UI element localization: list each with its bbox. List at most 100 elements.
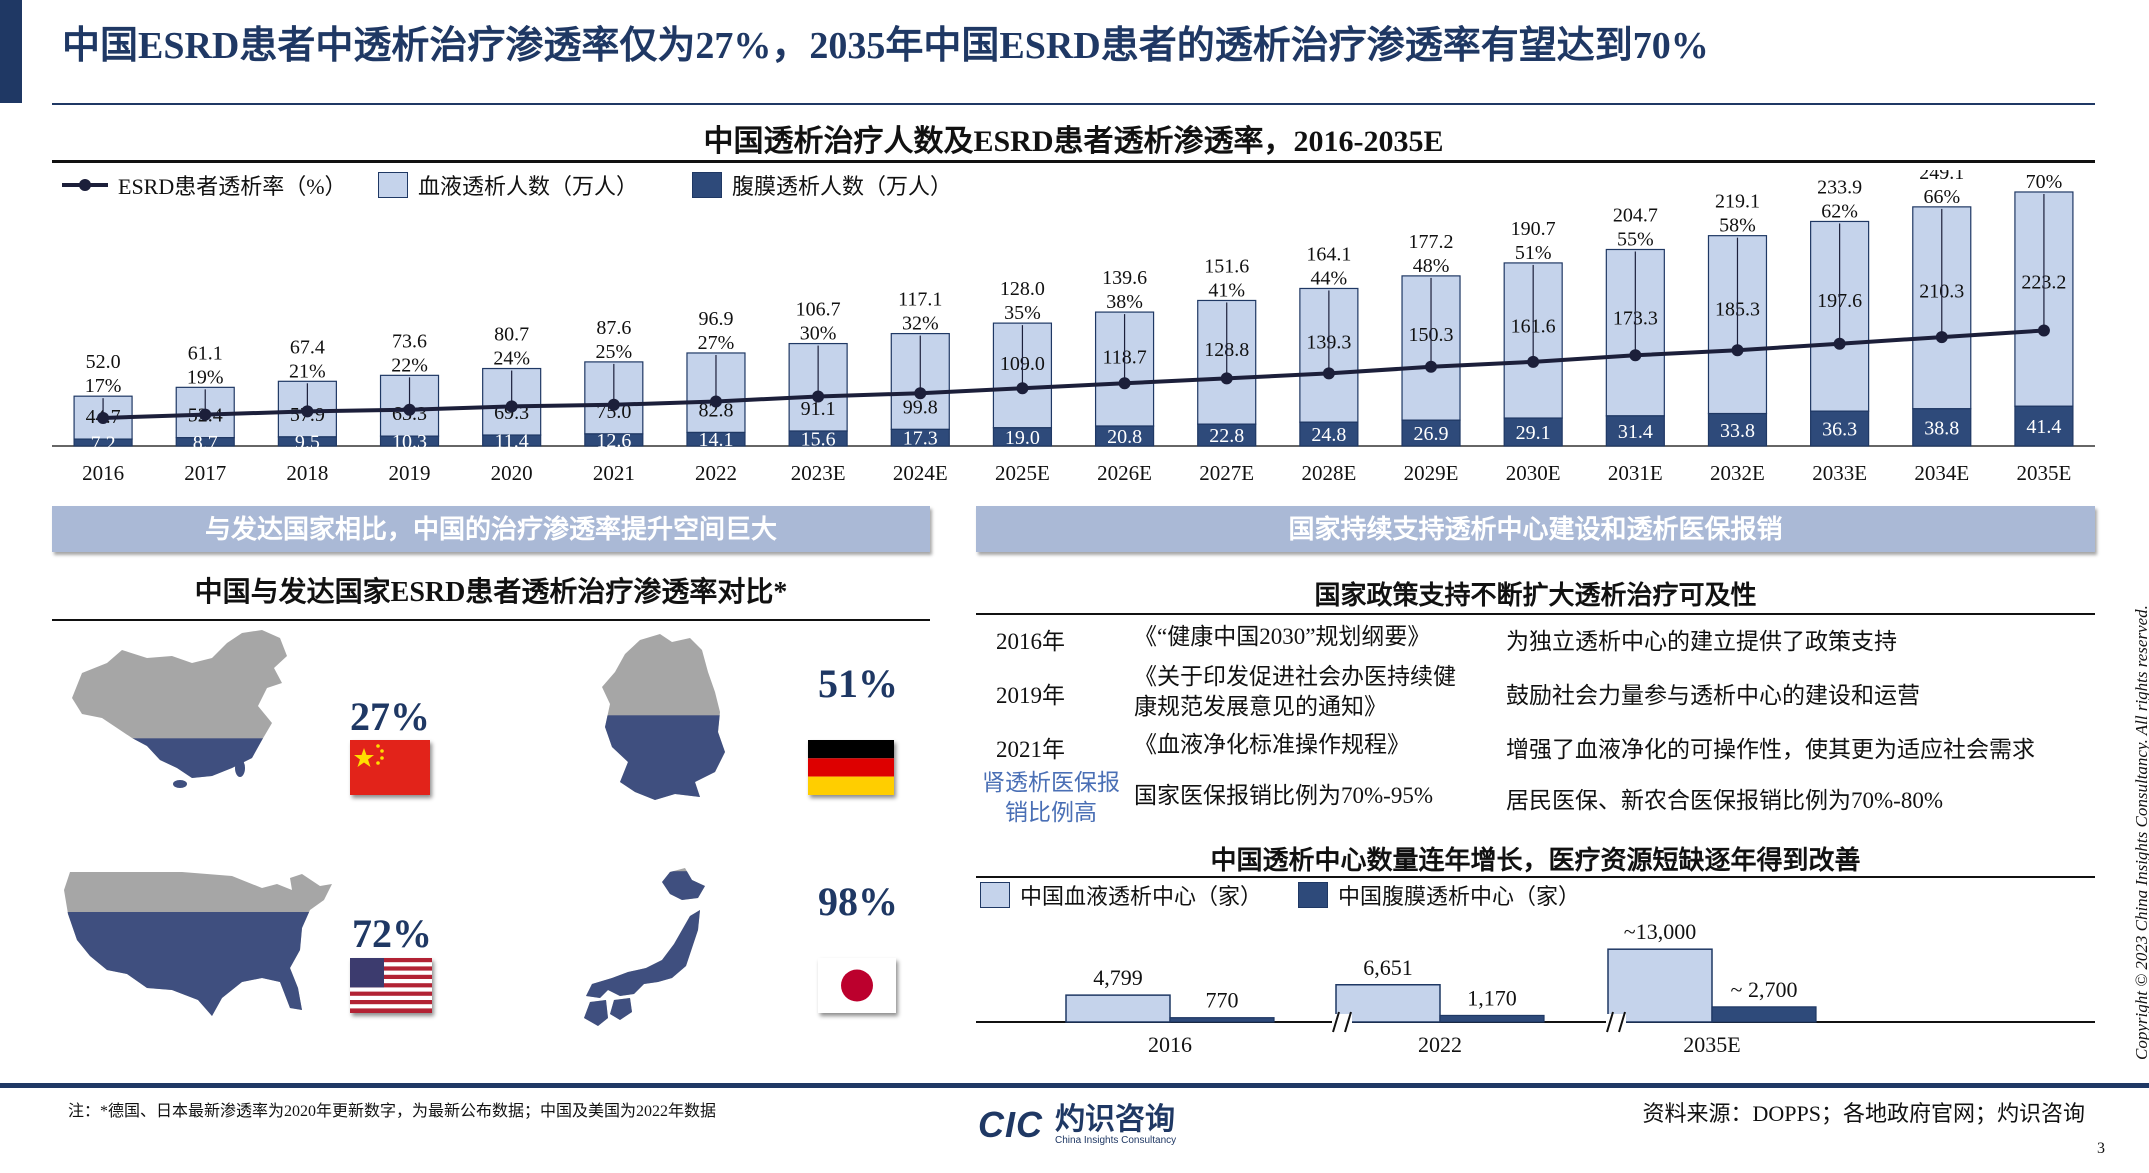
peri-bar bbox=[1707, 412, 1768, 447]
axis-break-icon bbox=[1606, 1011, 1626, 1033]
peri-value-label: 19.0 bbox=[1005, 427, 1040, 449]
centers-divider bbox=[976, 876, 2095, 878]
rate-point bbox=[812, 390, 825, 403]
rate-point bbox=[1935, 331, 1948, 344]
total-value-label: 73.6 bbox=[392, 330, 427, 352]
peri-center-label: 770 bbox=[1206, 988, 1239, 1013]
rate-value-label: 51% bbox=[1515, 242, 1552, 264]
axis-break-slash bbox=[1344, 1011, 1352, 1033]
rate-point bbox=[1629, 349, 1642, 362]
total-value-label: 151.6 bbox=[1204, 255, 1249, 277]
total-value-label: 139.6 bbox=[1102, 267, 1147, 289]
peri-bar bbox=[379, 435, 440, 447]
rate-value-label: 17% bbox=[85, 375, 122, 397]
rate-value-label: 58% bbox=[1719, 215, 1756, 237]
total-value-label: 204.7 bbox=[1613, 204, 1658, 226]
rate-point bbox=[914, 387, 927, 400]
peri-value-label: 38.8 bbox=[1924, 417, 1959, 439]
chart-title: 中国透析治疗人数及ESRD患者透析渗透率，2016-2035E bbox=[703, 125, 1444, 158]
rate-point bbox=[505, 400, 518, 413]
axis-break-icon bbox=[1332, 1011, 1352, 1033]
company-logo: CIC 灼识咨询 China Insights Consultancy bbox=[978, 1104, 1176, 1146]
peri-bar bbox=[686, 431, 746, 447]
china-map-icon bbox=[72, 630, 287, 788]
rate-point bbox=[403, 403, 416, 416]
x-tick-label: 2035E bbox=[2017, 461, 2072, 485]
x-tick-label: 2025E bbox=[995, 461, 1050, 485]
peri-value-label: 8.7 bbox=[193, 432, 218, 454]
x-tick-label: 2023E bbox=[791, 461, 846, 485]
page-title: 中国ESRD患者中透析治疗渗透率仅为27%，2035年中国ESRD患者的透析治疗… bbox=[62, 25, 1709, 67]
policy-row: 2021年 《血液净化标准操作规程》 增强了血液净化的可操作性，使其更为适应社会… bbox=[976, 730, 2095, 762]
x-tick-label: 2016 bbox=[82, 461, 124, 485]
total-value-label: 80.7 bbox=[494, 324, 529, 346]
policy-divider bbox=[976, 613, 2095, 615]
peri-value-label: 31.4 bbox=[1618, 421, 1653, 443]
rate-value-label: 55% bbox=[1617, 228, 1654, 250]
policy-description: 鼓励社会力量参与透析中心的建设和运营 bbox=[1506, 683, 1920, 708]
axis-break-slash bbox=[1606, 1011, 1614, 1033]
legend-label-rate: ESRD患者透析率（%） bbox=[118, 174, 347, 199]
rate-point bbox=[2037, 324, 2050, 337]
rate-point bbox=[709, 395, 722, 408]
peri-bar bbox=[1503, 417, 1563, 447]
peri-bar bbox=[482, 434, 542, 447]
peri-value-label: 33.8 bbox=[1720, 420, 1755, 442]
total-value-label: 233.9 bbox=[1817, 176, 1862, 198]
japan-percentage: 98% bbox=[818, 879, 898, 924]
peri-center-label: ~ 2,700 bbox=[1731, 977, 1798, 1002]
usa-rate-fill bbox=[64, 912, 332, 1016]
total-value-label: 106.7 bbox=[796, 299, 841, 321]
peri-value-label: 14.1 bbox=[698, 429, 733, 451]
total-value-label: 128.0 bbox=[1000, 278, 1045, 300]
peri-value-label: 10.3 bbox=[392, 431, 427, 453]
total-value-label: 219.1 bbox=[1715, 191, 1760, 213]
rate-value-label: 24% bbox=[493, 348, 530, 370]
total-value-label: 96.9 bbox=[698, 308, 733, 330]
peri-bar bbox=[890, 428, 950, 447]
rate-point bbox=[1118, 377, 1131, 390]
legend-label-hemo: 血液透析人数（万人） bbox=[418, 174, 639, 199]
policy-document: 《血液净化标准操作规程》 bbox=[1134, 732, 1410, 757]
page-number: 3 bbox=[2097, 1140, 2105, 1157]
x-tick-label: 2020 bbox=[491, 461, 533, 485]
peri-bar bbox=[2014, 405, 2074, 447]
rate-point bbox=[607, 398, 620, 411]
policy-year: 2016年 bbox=[996, 629, 1065, 654]
peri-center-bar bbox=[1439, 1014, 1545, 1023]
x-tick-label: 2022 bbox=[695, 461, 737, 485]
peri-value-label: 41.4 bbox=[2026, 416, 2061, 438]
peri-value-label: 12.6 bbox=[596, 430, 631, 452]
policy-description: 居民医保、新农合医保报销比例为70%-80% bbox=[1506, 788, 1943, 813]
peri-value-label: 29.1 bbox=[1516, 422, 1551, 444]
hemo-center-label: 6,651 bbox=[1363, 955, 1413, 980]
centers-x-tick-label: 2016 bbox=[1148, 1032, 1192, 1057]
x-tick-label: 2029E bbox=[1404, 461, 1459, 485]
dark-swatch-icon bbox=[692, 172, 722, 198]
hemo-center-bar bbox=[1065, 994, 1171, 1023]
peri-bar bbox=[73, 438, 133, 447]
x-tick-label: 2024E bbox=[893, 461, 948, 485]
legend-item-rate: ESRD患者透析率（%） bbox=[62, 170, 347, 200]
comparison-divider bbox=[52, 619, 930, 621]
hemo-center-bar bbox=[1607, 948, 1713, 1023]
total-value-label: 67.4 bbox=[290, 336, 325, 358]
rate-point bbox=[1016, 382, 1029, 395]
rate-value-label: 30% bbox=[800, 323, 837, 345]
rate-point bbox=[1220, 372, 1233, 385]
total-value-label: 190.7 bbox=[1511, 218, 1556, 240]
axis-break-slash bbox=[1618, 1011, 1626, 1033]
peri-value-label: 26.9 bbox=[1414, 423, 1449, 445]
peri-bar bbox=[1094, 425, 1155, 447]
logo-english-name: China Insights Consultancy bbox=[1055, 1134, 1177, 1146]
centers-x-tick-label: 2035E bbox=[1683, 1032, 1740, 1057]
peri-bar bbox=[1605, 415, 1665, 447]
germany-percentage: 51% bbox=[818, 661, 898, 706]
peri-bar bbox=[277, 436, 337, 447]
x-tick-label: 2034E bbox=[1914, 461, 1969, 485]
policy-year: 2021年 bbox=[996, 737, 1065, 762]
left-banner: 与发达国家相比，中国的治疗渗透率提升空间巨大 bbox=[52, 506, 930, 552]
rate-value-label: 70% bbox=[2026, 171, 2063, 193]
policy-year: 肾透析医保报销比例高 bbox=[982, 770, 1120, 825]
logo-mark: CIC bbox=[978, 1104, 1043, 1145]
